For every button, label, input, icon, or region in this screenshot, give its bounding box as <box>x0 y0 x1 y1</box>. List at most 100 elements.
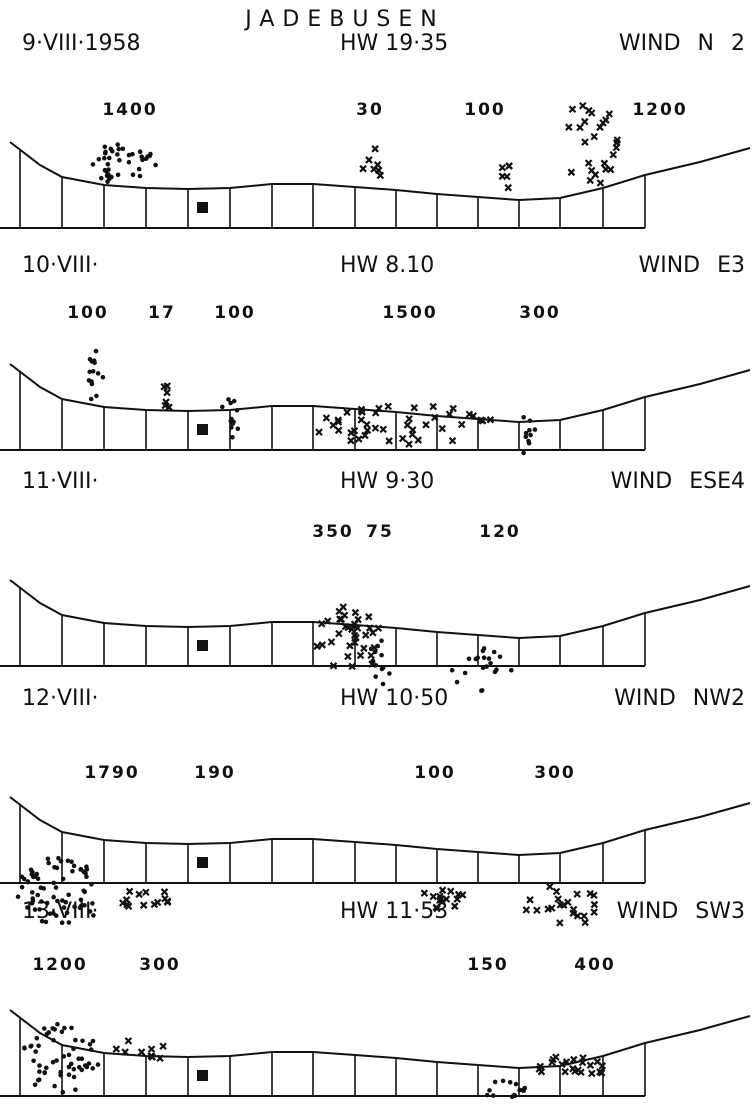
cross <box>335 629 343 638</box>
dot <box>492 1079 498 1085</box>
count-label: 350 <box>312 522 354 542</box>
cross <box>135 890 143 899</box>
dot <box>55 1021 60 1027</box>
cross <box>365 156 373 164</box>
dot <box>95 1062 101 1067</box>
dot <box>39 918 45 924</box>
dot <box>527 418 533 424</box>
cross <box>586 176 595 185</box>
cross <box>343 408 351 417</box>
shore-profile <box>9 363 751 424</box>
cross <box>124 1037 133 1045</box>
dot <box>51 894 56 900</box>
dot <box>50 1059 56 1065</box>
panel: 12·VIII· HW 10·50 WIND NW2 1790 190 100 300 <box>0 686 751 927</box>
count-label: 190 <box>194 763 236 783</box>
cross <box>347 436 355 445</box>
dot <box>379 652 384 658</box>
dot <box>33 1049 38 1054</box>
cross <box>584 159 593 167</box>
dot <box>25 905 30 910</box>
count-label: 30 <box>356 100 384 120</box>
cross <box>568 105 577 114</box>
dot <box>45 856 51 862</box>
count-label: 300 <box>519 303 561 323</box>
dot <box>90 369 96 374</box>
cross <box>379 425 388 434</box>
dot <box>53 913 59 918</box>
panel-hw: HW 11·53 <box>340 899 448 924</box>
cross <box>445 410 454 418</box>
dot <box>19 884 25 890</box>
cross <box>556 919 564 927</box>
cross <box>498 163 507 172</box>
cross <box>163 897 172 905</box>
dot <box>66 920 72 925</box>
cross <box>548 1058 556 1067</box>
cross <box>567 168 576 177</box>
cross <box>147 1045 156 1053</box>
dot <box>104 169 109 174</box>
cross <box>569 1064 577 1073</box>
count-label: 1200 <box>32 955 87 975</box>
dot <box>379 638 384 643</box>
cross <box>403 421 412 429</box>
cross <box>367 651 375 660</box>
cross <box>546 882 554 891</box>
cross <box>522 906 531 914</box>
dot <box>53 885 59 890</box>
dot <box>229 425 234 430</box>
dot <box>372 649 378 655</box>
panel-wind: WIND SW3 <box>617 899 745 924</box>
cross <box>438 886 447 894</box>
dot <box>36 1043 41 1049</box>
cross <box>357 416 366 424</box>
count-label: 17 <box>148 303 176 323</box>
cross <box>598 1062 607 1070</box>
dot <box>69 859 74 865</box>
dot <box>368 646 374 652</box>
dot <box>73 1037 78 1043</box>
dot <box>89 881 94 887</box>
dot <box>46 860 51 866</box>
cross <box>125 887 134 896</box>
cross <box>498 172 507 181</box>
cross <box>576 123 584 132</box>
dot <box>481 646 487 651</box>
cross <box>600 159 609 168</box>
dot <box>373 663 379 668</box>
dot <box>80 1038 85 1044</box>
dot <box>31 1058 36 1064</box>
dot <box>71 863 77 869</box>
dot <box>137 149 143 154</box>
cross <box>448 436 457 445</box>
cross <box>137 1048 146 1056</box>
cross <box>533 906 541 915</box>
dot <box>507 1080 513 1085</box>
cross <box>581 918 589 927</box>
dot <box>66 892 71 898</box>
dot <box>54 865 60 871</box>
cross <box>605 110 614 118</box>
dot <box>25 879 31 885</box>
dot <box>77 1064 82 1070</box>
cross <box>612 143 621 152</box>
dot <box>60 1089 66 1095</box>
dot <box>87 369 92 375</box>
cross <box>586 889 594 898</box>
dot <box>91 913 96 918</box>
cross <box>313 642 321 651</box>
cross <box>410 404 419 412</box>
dot <box>130 151 135 157</box>
cross <box>429 892 438 901</box>
cross <box>486 415 495 424</box>
cross <box>363 426 372 435</box>
dot <box>61 1054 67 1059</box>
dot <box>30 896 35 901</box>
dot <box>35 1077 41 1083</box>
dot <box>90 1066 95 1071</box>
dot <box>387 671 392 676</box>
dot <box>523 430 529 436</box>
panel-hw: HW 8.10 <box>340 253 434 278</box>
cross <box>436 892 444 901</box>
